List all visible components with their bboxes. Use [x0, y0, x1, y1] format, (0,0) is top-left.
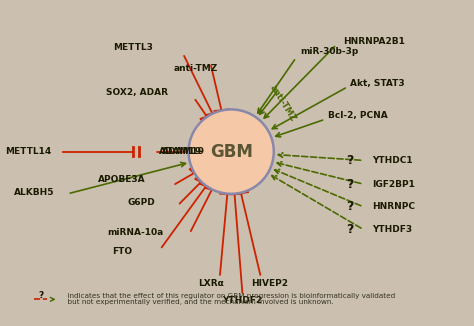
Text: GBM: GBM [210, 143, 253, 161]
Text: HNRNPC: HNRNPC [373, 202, 415, 211]
Text: ?: ? [346, 154, 354, 167]
Text: Akt, STAT3: Akt, STAT3 [350, 79, 405, 88]
Ellipse shape [189, 110, 274, 194]
Text: METTL3: METTL3 [113, 43, 153, 52]
Text: YTHDC1: YTHDC1 [373, 156, 413, 165]
Text: APOBE3A: APOBE3A [98, 175, 146, 185]
Text: indicates that the effect of this regulator on GBM progression is bioinformatica: indicates that the effect of this regula… [63, 293, 395, 299]
Text: YTHDF3: YTHDF3 [373, 225, 412, 234]
Text: HIVEP2: HIVEP2 [251, 279, 288, 288]
Text: ?: ? [346, 223, 354, 236]
Text: LXRα: LXRα [198, 279, 224, 288]
Text: ALKBH5: ALKBH5 [14, 188, 54, 197]
Text: ?: ? [346, 178, 354, 191]
Text: miRNA-10a: miRNA-10a [108, 228, 164, 237]
Text: but not experimentally verified, and the mechanism involved is unknown.: but not experimentally verified, and the… [63, 299, 334, 304]
Text: SOX2, ADAR: SOX2, ADAR [106, 88, 168, 97]
Text: ?: ? [346, 200, 354, 213]
Text: FTO: FTO [112, 247, 133, 256]
Text: IGF2BP1: IGF2BP1 [373, 180, 415, 189]
Text: YTHDF2: YTHDF2 [222, 296, 263, 305]
Text: Bcl-2, PCNA: Bcl-2, PCNA [328, 111, 387, 120]
Text: HNRNPA2B1: HNRNPA2B1 [343, 37, 405, 46]
Text: G6PD: G6PD [127, 198, 155, 207]
Text: METTL14: METTL14 [6, 147, 52, 156]
Text: ?: ? [38, 290, 43, 300]
Text: ADAM19: ADAM19 [162, 147, 205, 156]
Text: anti-TMZ: anti-TMZ [268, 83, 298, 123]
Text: anti-TMZ: anti-TMZ [173, 64, 218, 73]
Text: miR-30b-3p: miR-30b-3p [301, 47, 359, 55]
Text: ADAM19: ADAM19 [159, 147, 202, 156]
